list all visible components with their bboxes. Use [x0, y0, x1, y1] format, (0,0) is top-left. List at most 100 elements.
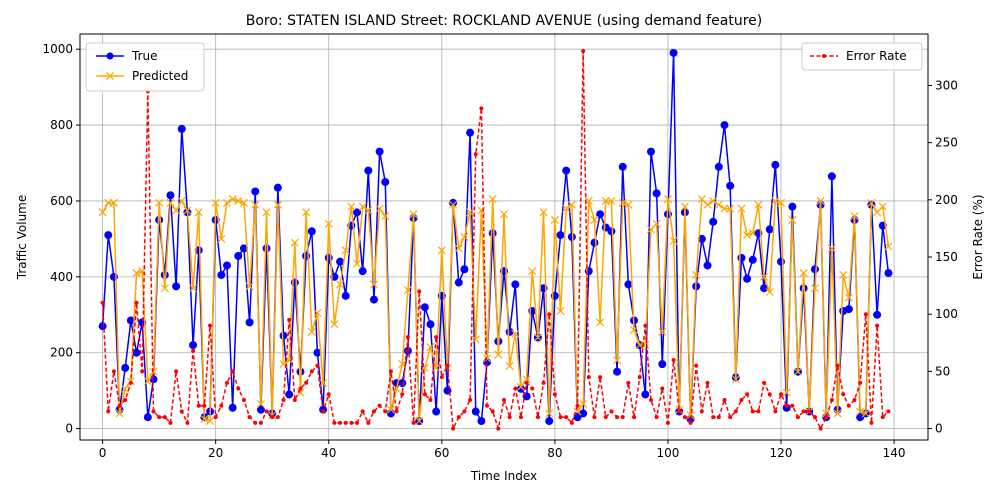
true-point-9: [149, 375, 158, 384]
predicted-point-100: [663, 195, 672, 204]
true-point-98: [652, 189, 661, 198]
predicted-point-45: [352, 259, 362, 268]
true-point-109: [714, 162, 723, 171]
true-point-87: [590, 238, 599, 247]
true-point-88: [596, 210, 605, 219]
true-point-57: [420, 303, 429, 312]
data-series: [98, 48, 893, 431]
x-tick-label: 20: [208, 446, 223, 460]
predicted-point-81: [556, 306, 565, 316]
predicted-point-4: [121, 384, 130, 393]
error-point-18: [202, 403, 207, 408]
predicted-point-40: [324, 219, 333, 228]
x-axis-ticks: 0 20 40 60 80 100 120 140: [99, 440, 906, 460]
x-tick-label: 40: [321, 446, 336, 460]
error-point-100: [665, 420, 670, 425]
error-point-36: [304, 380, 309, 385]
error-point-66: [473, 152, 478, 157]
true-point-43: [341, 291, 350, 300]
error-point-54: [405, 335, 410, 340]
y-axis-label: Traffic Volume: [15, 195, 29, 281]
error-point-20: [213, 415, 218, 420]
error-point-85: [581, 49, 586, 54]
error-point-74: [518, 415, 523, 420]
error-point-28: [258, 420, 263, 425]
true-point-32: [279, 331, 288, 340]
error-point-137: [875, 323, 880, 328]
true-point-62: [449, 198, 458, 207]
error-point-58: [428, 397, 433, 402]
error-point-87: [592, 415, 597, 420]
predicted-point-60: [437, 246, 446, 255]
error-point-103: [682, 415, 687, 420]
predicted-point-77: [533, 333, 542, 342]
true-point-63: [454, 278, 463, 287]
predicted-point-55: [409, 210, 418, 219]
predicted-point-124: [799, 269, 808, 278]
true-point-46: [358, 267, 367, 276]
predicted-point-123: [793, 367, 802, 376]
error-point-132: [846, 403, 851, 408]
error-point-81: [558, 415, 563, 420]
predicted-point-98: [652, 219, 661, 228]
predicted-point-120: [776, 198, 786, 207]
predicted-point-138: [878, 202, 887, 211]
error-point-50: [383, 409, 388, 414]
error-point-129: [829, 397, 834, 402]
true-point-34: [290, 278, 299, 287]
true-point-12: [166, 191, 175, 200]
predicted-point-46: [358, 202, 367, 211]
true-point-137: [873, 310, 882, 319]
error-point-7: [140, 369, 145, 374]
error-point-33: [287, 317, 292, 322]
true-point-91: [613, 367, 622, 376]
legend-predicted-label: Predicted: [132, 69, 188, 83]
predicted-point-126: [810, 284, 819, 293]
predicted-point-65: [466, 208, 475, 217]
error-point-94: [632, 415, 637, 420]
error-point-26: [247, 415, 252, 420]
y2-tick-label: 250: [935, 136, 958, 150]
predicted-point-48: [369, 280, 378, 289]
error-point-12: [168, 420, 173, 425]
y2-tick-label: 50: [935, 364, 950, 378]
true-point-73: [511, 280, 520, 289]
predicted-point-129: [827, 244, 836, 253]
error-point-108: [711, 415, 716, 420]
true-point-69: [488, 229, 497, 238]
true-point-84: [573, 413, 582, 422]
true-point-65: [466, 128, 475, 137]
predicted-point-15: [183, 206, 192, 215]
true-point-26: [245, 318, 254, 327]
predicted-point-3: [115, 409, 124, 418]
error-point-48: [371, 409, 376, 414]
true-point-0: [98, 322, 107, 331]
error-point-105: [694, 363, 699, 368]
y2-axis-ticks: 0 50 100 150 200 250 300: [928, 78, 958, 436]
predicted-point-6: [132, 269, 141, 278]
error-point-138: [880, 415, 885, 420]
error-point-10: [157, 415, 162, 420]
error-point-35: [298, 386, 303, 391]
error-point-51: [388, 369, 393, 374]
error-point-139: [886, 409, 891, 414]
y2-tick-label: 200: [935, 193, 958, 207]
true-point-111: [726, 181, 735, 190]
y2-tick-label: 0: [935, 422, 943, 436]
true-point-122: [788, 202, 797, 211]
predicted-point-10: [155, 198, 164, 207]
predicted-point-68: [483, 354, 492, 363]
predicted-point-115: [748, 229, 757, 238]
true-point-113: [737, 253, 746, 262]
legend-error-marker: [822, 54, 826, 58]
true-point-33: [285, 390, 294, 399]
error-point-90: [609, 409, 614, 414]
error-point-128: [824, 415, 829, 420]
predicted-point-52: [392, 384, 401, 393]
true-point-97: [646, 147, 655, 156]
error-point-9: [151, 409, 156, 414]
error-point-15: [185, 420, 190, 425]
error-point-126: [812, 415, 817, 420]
predicted-point-8: [143, 377, 152, 386]
